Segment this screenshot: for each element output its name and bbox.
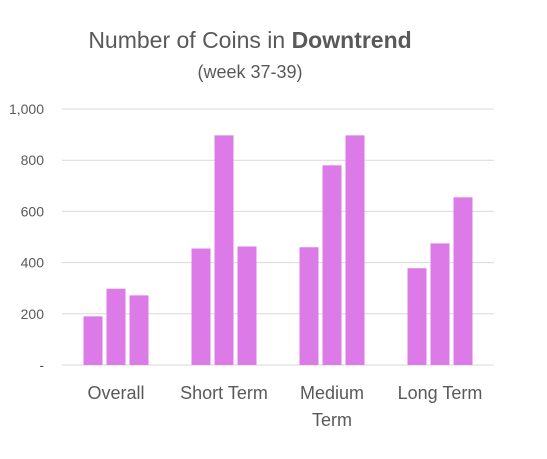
y-tick-label: 800 [21,152,45,168]
bar [345,135,365,365]
x-tick-label: Long Term [398,383,483,403]
chart-title-emphasis: Downtrend [292,27,412,53]
x-tick-label: Overall [87,383,144,403]
y-tick-label: 400 [21,255,45,271]
chart-title: Number of Coins in Downtrend [88,27,411,53]
y-tick-label: - [39,357,44,373]
bar [191,248,211,365]
bar [322,165,342,365]
bar [430,243,450,365]
x-tick-label: Term [312,410,352,430]
bar [453,197,473,365]
bar [83,316,103,365]
bar [299,247,319,365]
x-tick-label: Short Term [180,383,268,403]
y-tick-label: 600 [21,203,45,219]
y-tick-label: 1,000 [9,101,44,117]
bar [106,288,126,365]
bar [407,268,427,365]
x-tick-label: Medium [300,383,364,403]
x-axis-labels: Overall Short Term Medium Term Long Term [87,383,482,430]
bar [214,135,234,365]
chart-subtitle: (week 37-39) [197,62,302,82]
bar [129,295,149,365]
bar [237,246,257,365]
gridlines [62,108,494,366]
y-tick-label: 200 [21,306,45,322]
chart-title-prefix: Number of Coins in [88,27,291,53]
bars [83,135,473,365]
y-axis-ticks: - 200 400 600 800 1,000 [9,101,44,373]
